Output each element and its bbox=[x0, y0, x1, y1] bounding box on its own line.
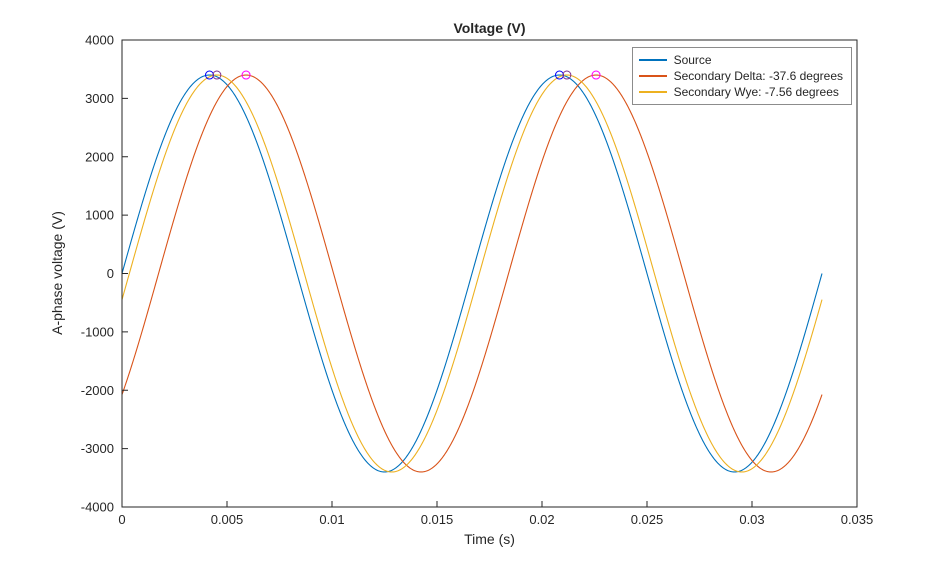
legend-row-secondary-wye: Secondary Wye: -7.56 degrees bbox=[638, 84, 843, 100]
legend-line-swatch bbox=[638, 91, 667, 93]
legend-row-source: Source bbox=[638, 52, 843, 68]
peak-marker bbox=[555, 70, 564, 80]
y-tick-label: -2000 bbox=[81, 383, 114, 398]
y-tick-label: 2000 bbox=[85, 149, 114, 164]
legend-label: Secondary Delta: -37.6 degrees bbox=[673, 69, 843, 83]
y-tick-label: 1000 bbox=[85, 208, 114, 223]
y-tick-label: 3000 bbox=[85, 91, 114, 106]
y-tick-label: 4000 bbox=[85, 33, 114, 48]
y-tick-label: -1000 bbox=[81, 324, 114, 339]
chart-title: Voltage (V) bbox=[453, 20, 526, 36]
x-tick-label: 0.02 bbox=[529, 512, 554, 527]
y-tick-label: 0 bbox=[107, 266, 114, 281]
peak-marker bbox=[212, 70, 222, 80]
legend: Source Secondary Delta: -37.6 degrees Se… bbox=[631, 47, 852, 105]
legend-label: Source bbox=[673, 53, 712, 67]
series-group bbox=[122, 74, 823, 473]
series-line bbox=[122, 74, 823, 473]
legend-row-secondary-delta: Secondary Delta: -37.6 degrees bbox=[638, 68, 843, 84]
series-line bbox=[122, 74, 823, 473]
peak-marker bbox=[562, 70, 572, 80]
x-axis-label: Time (s) bbox=[464, 531, 515, 547]
x-tick-label: 0.005 bbox=[211, 512, 244, 527]
peak-marker bbox=[591, 70, 601, 80]
peak-marker bbox=[205, 70, 214, 80]
series-line bbox=[122, 74, 823, 473]
x-tick-label: 0.035 bbox=[841, 512, 874, 527]
y-axis-label: A-phase voltage (V) bbox=[49, 211, 65, 335]
y-tick-label: -3000 bbox=[81, 441, 114, 456]
plot-area bbox=[122, 40, 857, 507]
legend-label: Secondary Wye: -7.56 degrees bbox=[673, 85, 839, 99]
y-tick-label: -4000 bbox=[81, 500, 114, 515]
x-tick-label: 0.025 bbox=[631, 512, 664, 527]
x-tick-label: 0 bbox=[118, 512, 125, 527]
legend-line-swatch bbox=[638, 59, 667, 61]
x-tick-label: 0.01 bbox=[319, 512, 344, 527]
x-tick-label: 0.03 bbox=[739, 512, 764, 527]
peak-marker bbox=[241, 70, 251, 80]
x-tick-label: 0.015 bbox=[421, 512, 454, 527]
legend-line-swatch bbox=[638, 75, 667, 77]
